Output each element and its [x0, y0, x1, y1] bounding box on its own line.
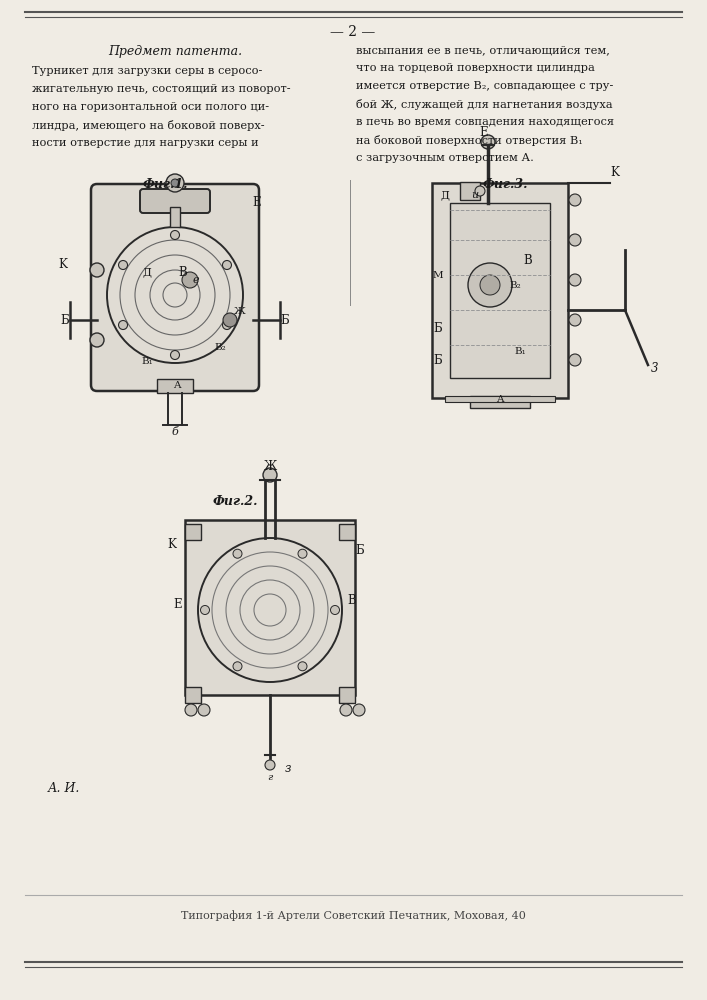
Text: E: E	[479, 125, 489, 138]
Text: K: K	[59, 258, 67, 271]
Text: бой Ж, служащей для нагнетания воздуха: бой Ж, служащей для нагнетания воздуха	[356, 99, 613, 110]
Text: Б: Б	[433, 322, 443, 334]
Text: ности отверстие для нагрузки серы и: ности отверстие для нагрузки серы и	[32, 138, 259, 148]
Circle shape	[185, 704, 197, 716]
Text: — 2 —: — 2 —	[330, 25, 375, 39]
FancyBboxPatch shape	[91, 184, 259, 391]
Text: E: E	[252, 196, 262, 209]
Text: Типография 1-й Артели Советский Печатник, Моховая, 40: Типография 1-й Артели Советский Печатник…	[180, 910, 525, 921]
Text: В: В	[348, 593, 356, 606]
Text: в печь во время совпадения находящегося: в печь во время совпадения находящегося	[356, 117, 614, 127]
Text: B₁: B₁	[514, 348, 526, 357]
Bar	[185, 520, 355, 695]
Text: В: В	[179, 265, 187, 278]
Circle shape	[298, 662, 307, 671]
Circle shape	[198, 538, 342, 682]
Text: Предмет патента.: Предмет патента.	[108, 45, 242, 58]
Circle shape	[569, 314, 581, 326]
Circle shape	[107, 227, 243, 363]
Text: Фиг.2.: Фиг.2.	[212, 495, 258, 508]
Circle shape	[569, 274, 581, 286]
Circle shape	[569, 194, 581, 206]
Circle shape	[119, 260, 127, 269]
Text: высыпания ее в печь, отличающийся тем,: высыпания ее в печь, отличающийся тем,	[356, 45, 610, 55]
Bar	[460, 182, 480, 200]
Circle shape	[171, 179, 179, 187]
Text: Д: Д	[440, 190, 450, 200]
Bar	[450, 203, 550, 378]
Text: г: г	[267, 774, 273, 782]
Circle shape	[90, 333, 104, 347]
Text: Б: Б	[61, 314, 69, 326]
Circle shape	[330, 605, 339, 614]
Text: Д: Д	[143, 267, 151, 277]
Text: ного на горизонтальной оси полого ци-: ного на горизонтальной оси полого ци-	[32, 102, 269, 112]
Circle shape	[265, 760, 275, 770]
Circle shape	[182, 272, 198, 288]
Circle shape	[233, 549, 242, 558]
Text: Фиг.1.: Фиг.1.	[142, 178, 188, 191]
Circle shape	[223, 313, 237, 327]
Bar	[157, 379, 193, 393]
Text: имеется отверстие B₂, совпадающее с тру-: имеется отверстие B₂, совпадающее с тру-	[356, 81, 614, 91]
Bar	[185, 687, 201, 703]
Text: А. И.: А. И.	[48, 782, 81, 795]
Text: на боковой поверхности отверстия B₁: на боковой поверхности отверстия B₁	[356, 135, 583, 146]
Text: Б: Б	[281, 314, 289, 326]
Circle shape	[170, 351, 180, 360]
Text: Ж: Ж	[234, 308, 246, 316]
Circle shape	[119, 320, 127, 330]
Text: 3: 3	[651, 361, 659, 374]
Circle shape	[353, 704, 365, 716]
Bar	[170, 207, 180, 227]
Bar	[185, 524, 201, 540]
Text: B₂: B₂	[509, 280, 521, 290]
Text: M: M	[433, 270, 443, 279]
Text: B₁: B₁	[141, 358, 153, 366]
Circle shape	[340, 704, 352, 716]
Circle shape	[233, 662, 242, 671]
Circle shape	[90, 263, 104, 277]
Circle shape	[468, 263, 512, 307]
Text: Фиг.3.: Фиг.3.	[482, 178, 527, 191]
Bar	[339, 524, 355, 540]
Circle shape	[569, 234, 581, 246]
Text: K: K	[611, 165, 619, 178]
Text: Ж: Ж	[264, 460, 276, 474]
Text: K: K	[168, 538, 177, 552]
Text: A: A	[173, 381, 181, 390]
Text: с загрузочным отверстием А.: с загрузочным отверстием А.	[356, 153, 534, 163]
Circle shape	[223, 260, 231, 269]
Text: В: В	[524, 253, 532, 266]
Circle shape	[198, 704, 210, 716]
Text: и: и	[472, 190, 479, 200]
Text: б: б	[172, 427, 178, 437]
Circle shape	[201, 605, 209, 614]
Circle shape	[223, 320, 231, 330]
Bar	[432, 183, 568, 398]
FancyBboxPatch shape	[140, 189, 210, 213]
Text: что на торцевой поверхности цилиндра: что на торцевой поверхности цилиндра	[356, 63, 595, 73]
Text: е: е	[193, 275, 199, 285]
Circle shape	[298, 549, 307, 558]
Text: жигательную печь, состоящий из поворот-: жигательную печь, состоящий из поворот-	[32, 84, 291, 94]
Text: A: A	[496, 395, 504, 404]
Circle shape	[480, 275, 500, 295]
Text: линдра, имеющего на боковой поверх-: линдра, имеющего на боковой поверх-	[32, 120, 264, 131]
Text: Б: Б	[433, 354, 443, 366]
Text: B₂: B₂	[214, 344, 226, 353]
Circle shape	[170, 231, 180, 239]
Text: Турникет для загрузки серы в серосо-: Турникет для загрузки серы в серосо-	[32, 66, 262, 76]
Circle shape	[481, 135, 495, 149]
Circle shape	[475, 186, 485, 196]
Bar	[470, 396, 530, 408]
Text: з: з	[285, 762, 291, 774]
Circle shape	[263, 468, 277, 482]
Bar	[445, 396, 555, 402]
Text: Б: Б	[356, 544, 364, 556]
Bar	[339, 687, 355, 703]
Circle shape	[166, 174, 184, 192]
Text: E: E	[174, 598, 182, 611]
Circle shape	[569, 354, 581, 366]
